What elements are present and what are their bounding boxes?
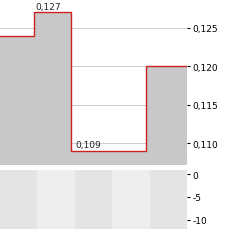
Text: 0,109: 0,109 <box>75 140 101 149</box>
Bar <box>112 170 150 229</box>
Bar <box>0 170 37 229</box>
Bar <box>75 170 112 229</box>
Text: 0,127: 0,127 <box>36 3 61 12</box>
Bar <box>150 170 187 229</box>
Bar <box>37 170 75 229</box>
